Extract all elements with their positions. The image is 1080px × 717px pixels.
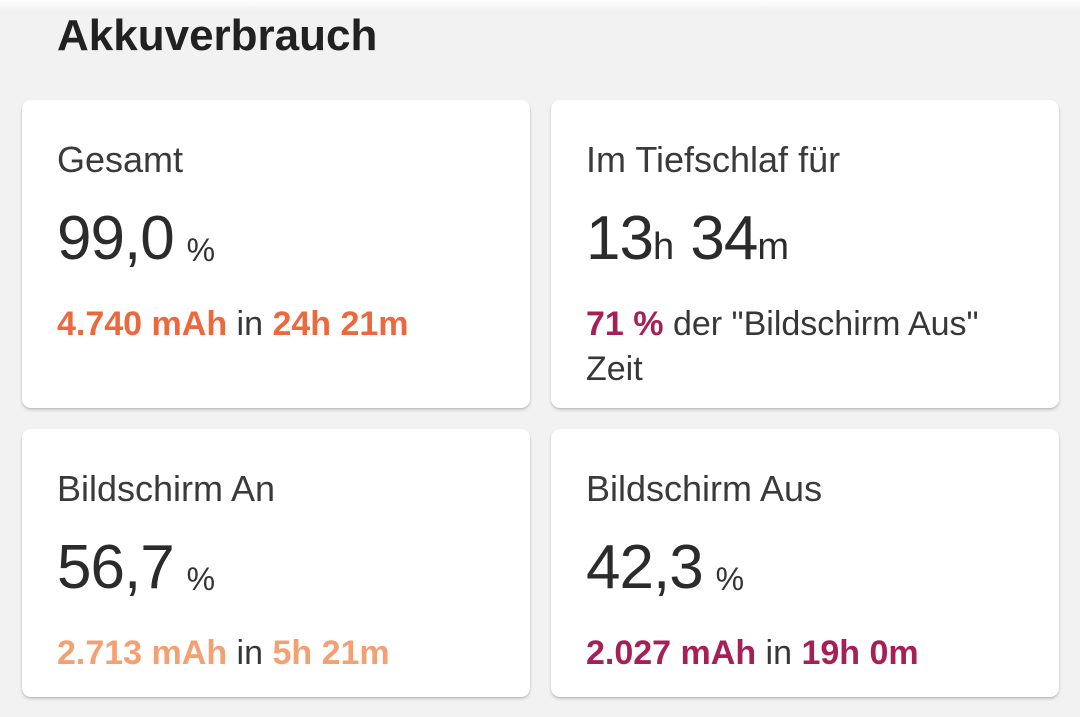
card-screen-on-detail-part: 5h 21m: [272, 634, 390, 672]
card-screen-on-detail-part: in: [227, 634, 273, 672]
card-screen-off-detail-part: in: [756, 634, 802, 672]
card-total-value-part: 99,0: [57, 204, 175, 273]
card-screen-on: Bildschirm An 56,7% 2.713 mAh in 5h 21m: [22, 429, 530, 697]
page-title: Akkuverbrauch: [57, 11, 378, 60]
card-screen-off: Bildschirm Aus 42,3% 2.027 mAh in 19h 0m: [551, 429, 1059, 697]
card-screen-off-value: 42,3%: [586, 535, 1025, 617]
card-deep-sleep-detail-part: der "Bildschirm Aus": [663, 305, 979, 343]
card-screen-on-value-part: %: [186, 561, 216, 597]
card-deep-sleep: Im Tiefschlaf für 13h 34m 71 % der "Bild…: [551, 100, 1059, 408]
card-deep-sleep-value-part: [674, 204, 690, 273]
card-total-value-part: %: [186, 232, 216, 268]
card-deep-sleep-value: 13h 34m: [586, 206, 1025, 288]
card-screen-on-detail-part: 2.713 mAh: [57, 634, 228, 672]
card-total: Gesamt 99,0% 4.740 mAh in 24h 21m: [22, 100, 530, 408]
card-total-detail-part: in: [227, 305, 273, 343]
card-screen-off-detail: 2.027 mAh in 19h 0m: [586, 631, 1025, 676]
card-screen-on-detail: 2.713 mAh in 5h 21m: [57, 631, 496, 676]
card-total-detail-part: 24h 21m: [272, 305, 409, 343]
card-screen-off-detail-part: 19h 0m: [801, 634, 919, 672]
card-deep-sleep-value-part: m: [757, 226, 789, 268]
card-screen-on-value: 56,7%: [57, 535, 496, 617]
card-total-value: 99,0%: [57, 206, 496, 288]
card-deep-sleep-value-part: 34: [690, 204, 758, 273]
top-edge-shadow: [0, 0, 1080, 10]
card-deep-sleep-detail-part: Zeit: [586, 350, 643, 388]
card-total-detail: 4.740 mAh in 24h 21m: [57, 302, 496, 347]
card-total-detail-part: 4.740 mAh: [57, 305, 228, 343]
card-deep-sleep-detail-part: 71 %: [586, 305, 664, 343]
card-deep-sleep-detail: 71 % der "Bildschirm Aus" Zeit: [586, 302, 1025, 392]
card-screen-off-detail-part: 2.027 mAh: [586, 634, 757, 672]
card-deep-sleep-label: Im Tiefschlaf für: [586, 139, 841, 180]
card-deep-sleep-value-part: h: [652, 226, 675, 268]
card-deep-sleep-value-part: 13: [586, 204, 654, 273]
card-screen-off-value-part: 42,3: [586, 533, 704, 602]
card-screen-on-value-part: 56,7: [57, 533, 175, 602]
card-screen-on-label: Bildschirm An: [57, 468, 276, 509]
battery-usage-card-grid: Gesamt 99,0% 4.740 mAh in 24h 21m Im Tie…: [22, 100, 1059, 697]
card-screen-off-label: Bildschirm Aus: [586, 468, 823, 509]
card-screen-off-value-part: %: [715, 561, 745, 597]
card-total-label: Gesamt: [57, 139, 184, 180]
